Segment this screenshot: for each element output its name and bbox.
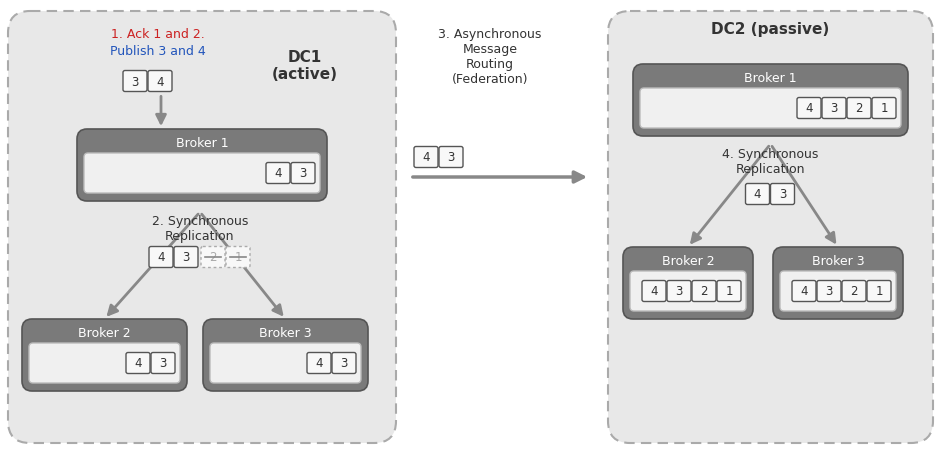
FancyBboxPatch shape — [630, 271, 746, 311]
Text: DC2 (passive): DC2 (passive) — [711, 22, 830, 37]
FancyBboxPatch shape — [780, 271, 896, 311]
FancyBboxPatch shape — [291, 163, 315, 184]
FancyBboxPatch shape — [773, 248, 903, 319]
FancyBboxPatch shape — [797, 98, 821, 119]
FancyBboxPatch shape — [266, 163, 290, 184]
Text: 4: 4 — [274, 167, 281, 180]
Text: 4: 4 — [754, 188, 761, 201]
Text: 2: 2 — [851, 285, 858, 298]
Text: 1: 1 — [880, 102, 887, 115]
Text: Broker 1: Broker 1 — [176, 137, 229, 150]
Text: 3: 3 — [676, 285, 682, 298]
Text: 4: 4 — [157, 251, 165, 264]
Text: 2: 2 — [209, 251, 216, 264]
FancyBboxPatch shape — [745, 184, 770, 205]
Text: 3: 3 — [779, 188, 786, 201]
FancyBboxPatch shape — [414, 147, 438, 168]
Text: Broker 3: Broker 3 — [812, 255, 865, 268]
FancyBboxPatch shape — [439, 147, 463, 168]
FancyBboxPatch shape — [817, 281, 841, 302]
Text: 2. Synchronous
Replication: 2. Synchronous Replication — [152, 214, 248, 243]
Text: 4: 4 — [156, 76, 164, 88]
Text: 3: 3 — [299, 167, 307, 180]
FancyBboxPatch shape — [640, 89, 901, 129]
Text: 2: 2 — [700, 285, 708, 298]
FancyBboxPatch shape — [642, 281, 666, 302]
Text: 3: 3 — [159, 357, 167, 369]
Text: 1: 1 — [875, 285, 883, 298]
Text: Publish 3 and 4: Publish 3 and 4 — [110, 45, 206, 58]
FancyBboxPatch shape — [8, 12, 396, 443]
FancyBboxPatch shape — [226, 247, 250, 268]
FancyBboxPatch shape — [847, 98, 871, 119]
FancyBboxPatch shape — [872, 98, 896, 119]
FancyBboxPatch shape — [203, 319, 368, 391]
FancyBboxPatch shape — [149, 247, 173, 268]
Text: 3: 3 — [447, 151, 455, 164]
Text: DC1
(active): DC1 (active) — [272, 50, 338, 82]
FancyBboxPatch shape — [84, 154, 320, 193]
FancyBboxPatch shape — [623, 248, 753, 319]
FancyBboxPatch shape — [692, 281, 716, 302]
Text: 4: 4 — [423, 151, 430, 164]
FancyBboxPatch shape — [174, 247, 198, 268]
FancyBboxPatch shape — [842, 281, 866, 302]
FancyBboxPatch shape — [608, 12, 933, 443]
FancyBboxPatch shape — [667, 281, 691, 302]
Text: 4: 4 — [800, 285, 807, 298]
Text: 3: 3 — [183, 251, 190, 264]
FancyBboxPatch shape — [822, 98, 846, 119]
FancyBboxPatch shape — [307, 353, 331, 374]
FancyBboxPatch shape — [151, 353, 175, 374]
Text: 3: 3 — [341, 357, 347, 369]
FancyBboxPatch shape — [126, 353, 150, 374]
FancyBboxPatch shape — [717, 281, 741, 302]
Text: 2: 2 — [855, 102, 863, 115]
FancyBboxPatch shape — [771, 184, 794, 205]
Text: Broker 2: Broker 2 — [78, 327, 131, 340]
FancyBboxPatch shape — [29, 343, 180, 383]
FancyBboxPatch shape — [77, 130, 327, 202]
Text: 3: 3 — [132, 76, 138, 88]
FancyBboxPatch shape — [148, 71, 172, 92]
Text: Broker 3: Broker 3 — [259, 327, 311, 340]
Text: 4: 4 — [650, 285, 658, 298]
Text: 4. Synchronous
Replication: 4. Synchronous Replication — [723, 148, 819, 176]
Text: 4: 4 — [805, 102, 813, 115]
FancyBboxPatch shape — [22, 319, 187, 391]
Text: 3. Asynchronous
Message
Routing
(Federation): 3. Asynchronous Message Routing (Federat… — [439, 28, 542, 86]
Text: Broker 2: Broker 2 — [662, 255, 714, 268]
FancyBboxPatch shape — [332, 353, 356, 374]
Text: 4: 4 — [135, 357, 142, 369]
FancyBboxPatch shape — [123, 71, 147, 92]
Text: 1: 1 — [234, 251, 242, 264]
FancyBboxPatch shape — [867, 281, 891, 302]
FancyBboxPatch shape — [210, 343, 361, 383]
Text: 3: 3 — [830, 102, 837, 115]
Text: Broker 1: Broker 1 — [744, 72, 797, 86]
Text: 3: 3 — [825, 285, 833, 298]
FancyBboxPatch shape — [633, 65, 908, 136]
Text: 1. Ack 1 and 2.: 1. Ack 1 and 2. — [111, 28, 205, 41]
FancyBboxPatch shape — [792, 281, 816, 302]
Text: 1: 1 — [726, 285, 733, 298]
Text: 4: 4 — [315, 357, 323, 369]
FancyBboxPatch shape — [201, 247, 225, 268]
